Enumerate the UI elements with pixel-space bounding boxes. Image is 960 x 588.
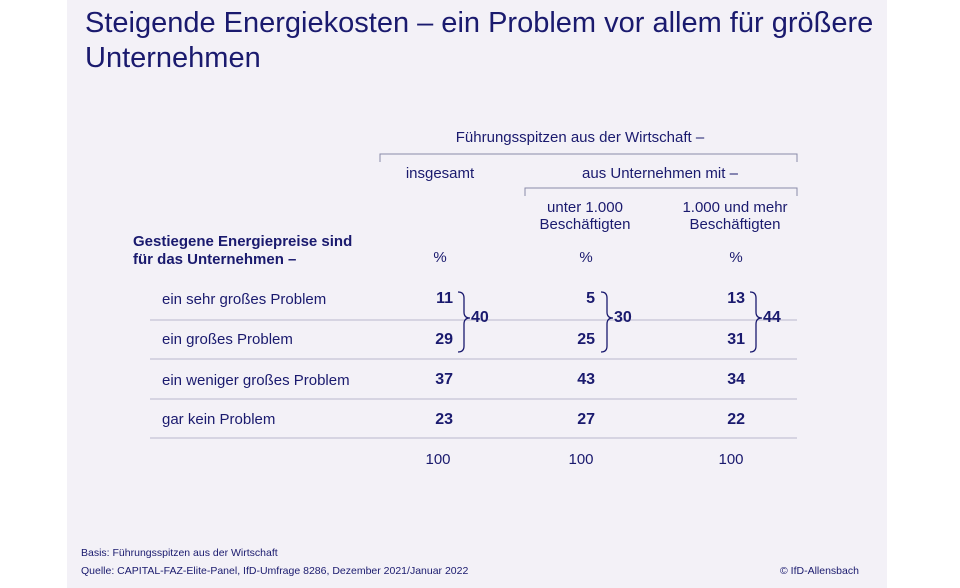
bracket-sum: 44 [763,309,781,326]
cell-value: 31 [727,331,745,348]
unit-label: % [729,249,743,266]
bracket-sum: 40 [471,309,489,326]
row-header: Gestiegene Energiepreise sind für das Un… [133,233,353,268]
curly-brace [749,291,763,353]
cell-value: 22 [727,411,745,428]
header-group: Führungsspitzen aus der Wirtschaft – [455,129,705,146]
column-header-large: 1.000 und mehr Beschäftigten [682,199,788,233]
cell-value: 25 [577,331,595,348]
footer-basis: Basis: Führungsspitzen aus der Wirtschaf… [81,547,278,559]
header-bracket-group [379,153,798,162]
row-label: ein großes Problem [162,331,293,348]
header-subgroup: aus Unternehmen mit – [582,165,738,182]
column-total: 100 [718,451,744,468]
bracket-sum: 30 [614,309,632,326]
column-total: 100 [425,451,451,468]
row-label: ein weniger großes Problem [162,372,350,389]
column-header-small: unter 1.000 Beschäftigten [539,199,631,233]
cell-value: 27 [577,411,595,428]
cell-value: 13 [727,290,745,307]
unit-label: % [433,249,447,266]
cell-value: 29 [435,331,453,348]
unit-label: % [579,249,593,266]
chart-slide [67,0,887,588]
header-bracket-subgroup [524,187,798,196]
cell-value: 5 [586,290,595,307]
footer-source: Quelle: CAPITAL-FAZ-Elite-Panel, IfD-Umf… [81,565,469,577]
cell-value: 37 [435,371,453,388]
row-label: gar kein Problem [162,411,276,428]
column-total: 100 [568,451,594,468]
column-header-total: insgesamt [405,165,475,182]
cell-value: 23 [435,411,453,428]
curly-brace [457,291,471,353]
footer-copyright: © IfD-Allensbach [780,565,859,577]
row-label: ein sehr großes Problem [162,291,327,308]
chart-title: Steigende Energiekosten – ein Problem vo… [85,7,874,74]
cell-value: 43 [577,371,595,388]
curly-brace [600,291,614,353]
cell-value: 34 [727,371,745,388]
cell-value: 11 [436,290,453,307]
